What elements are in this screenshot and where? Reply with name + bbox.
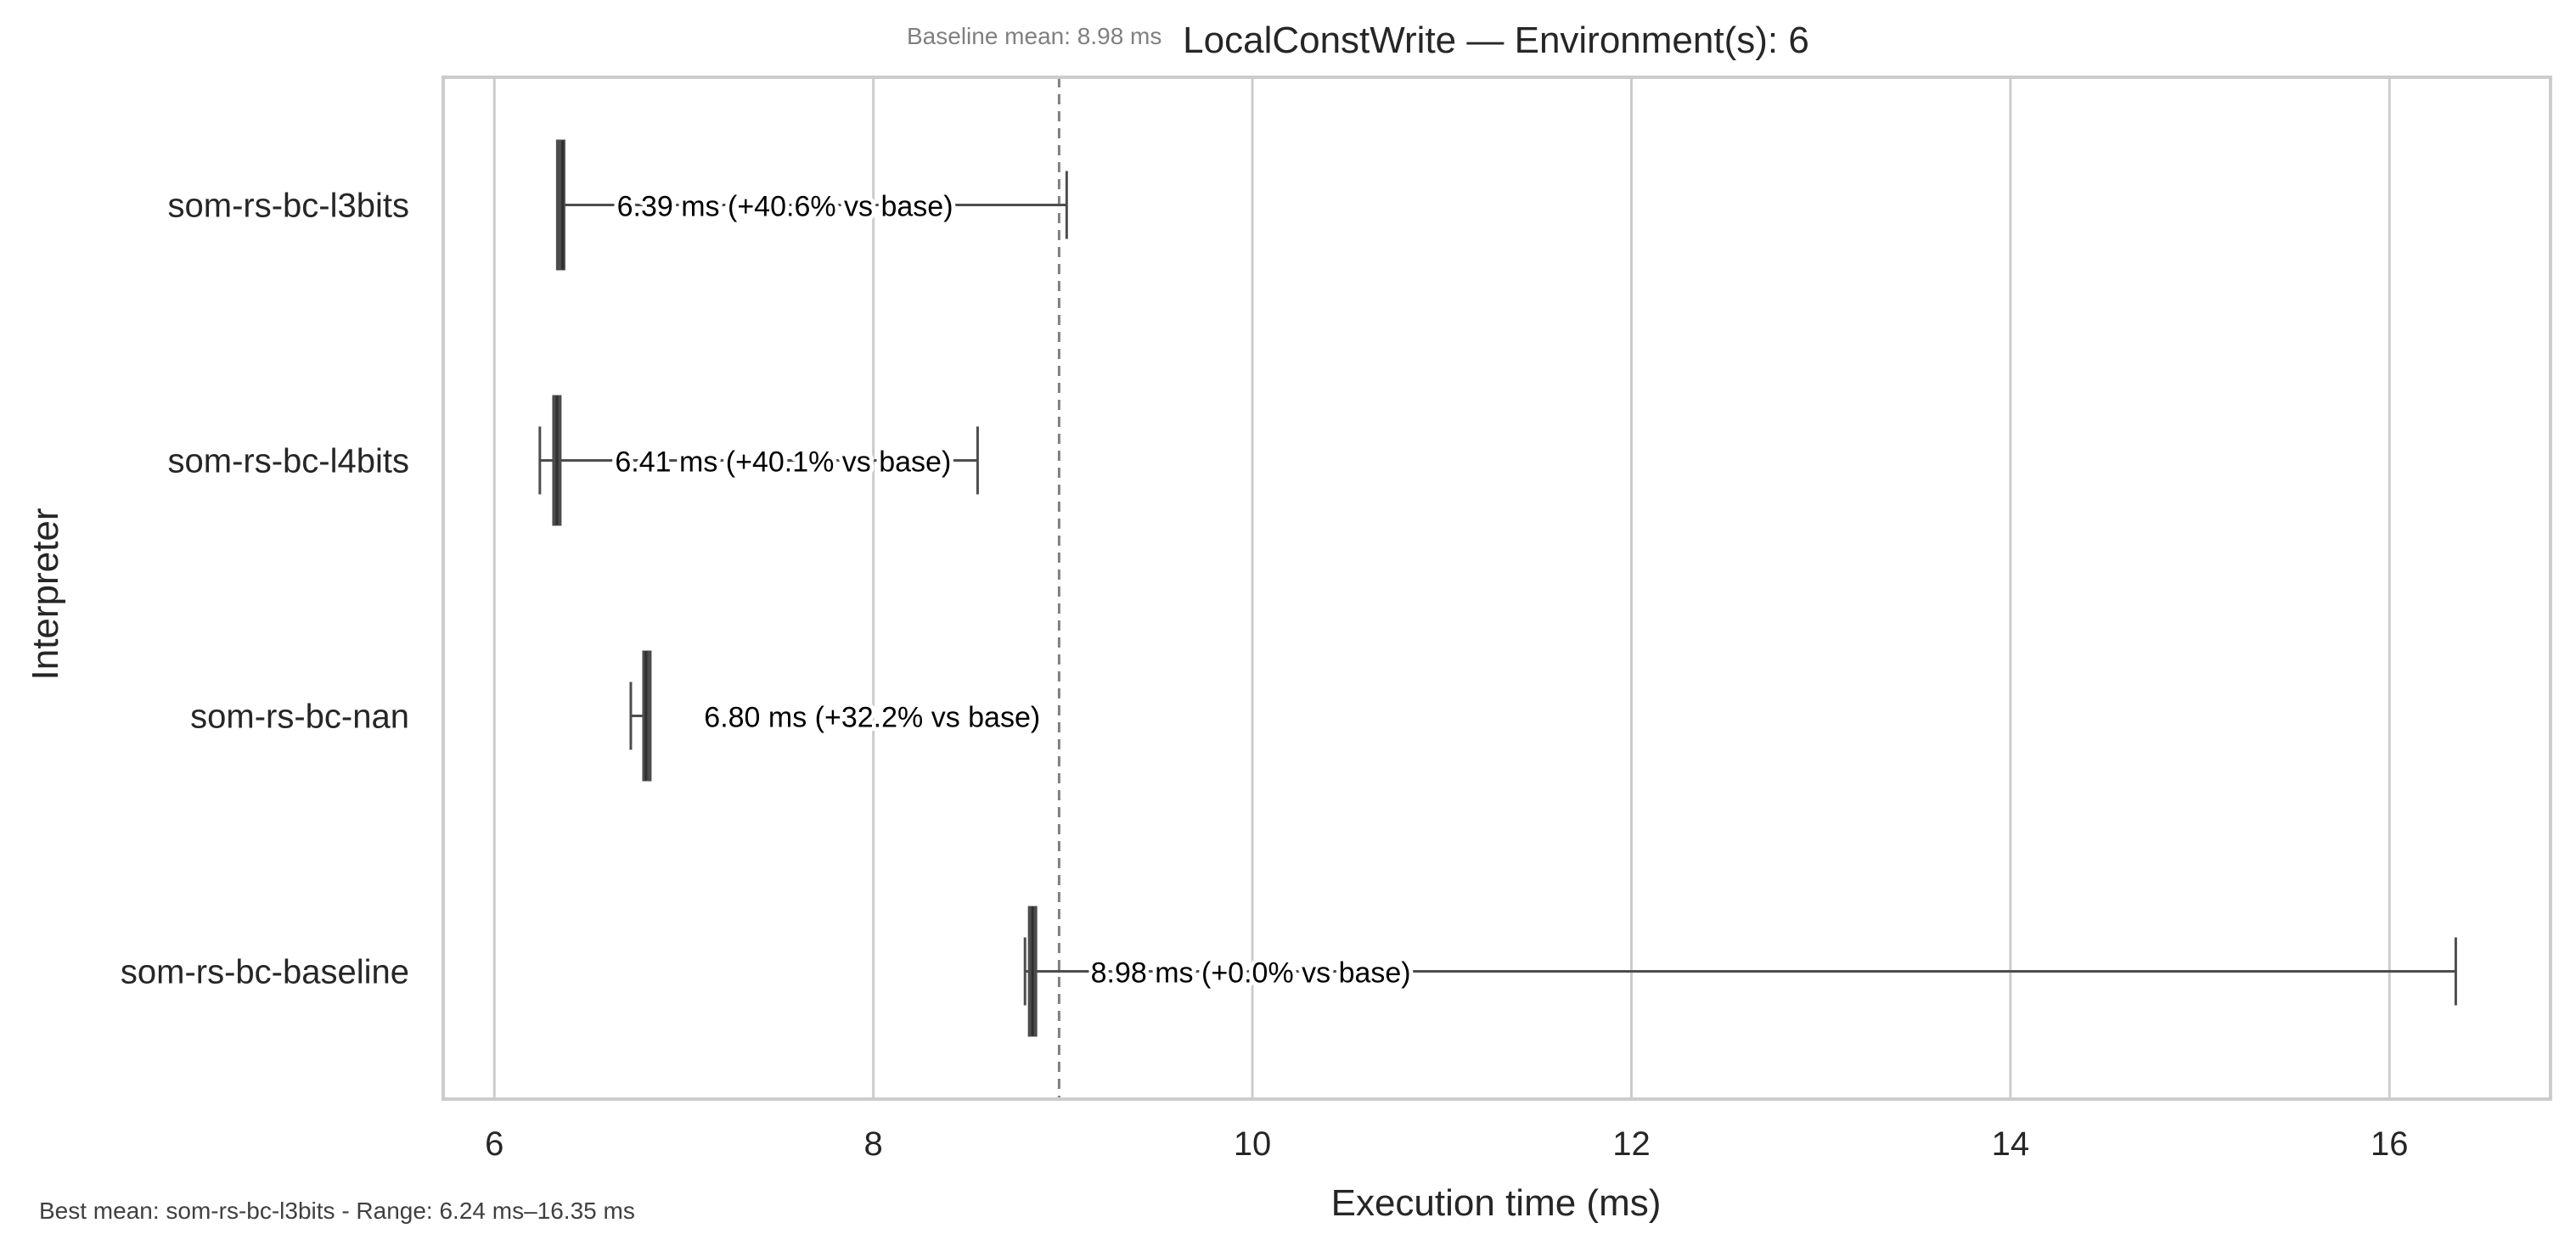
mean-annotation: 8.98 ms (+0.0% vs base): [1091, 957, 1411, 990]
x-tick-label: 10: [1234, 1125, 1272, 1163]
y-tick-label: som-rs-bc-baseline: [121, 954, 409, 991]
box-som-rs-bc-nan: [629, 650, 652, 782]
x-axis-label: Execution time (ms): [1331, 1182, 1662, 1224]
box-som-rs-bc-l3bits: [555, 139, 1068, 271]
plot-frame: [442, 76, 2552, 1101]
mean-annotation: 6.41 ms (+40.1% vs base): [615, 446, 951, 479]
footer-note: Best mean: som-rs-bc-l3bits - Range: 6.2…: [39, 1198, 635, 1224]
box-plot-series: [538, 139, 2457, 1037]
y-tick-label: som-rs-bc-l4bits: [168, 443, 409, 480]
y-tick-label: som-rs-bc-l3bits: [168, 188, 409, 225]
y-tick-label: som-rs-bc-nan: [190, 698, 409, 736]
box-iqr: [555, 139, 565, 271]
chart-title: LocalConstWrite — Environment(s): 6: [1183, 20, 1809, 61]
mean-annotation: 6.39 ms (+40.6% vs base): [617, 191, 953, 223]
data-labels: 6.39 ms (+40.6% vs base) 6.41 ms (+40.1% …: [610, 187, 1415, 994]
x-tick-labels: 6 8 10 12 14 16: [485, 1125, 2408, 1163]
y-axis-label: Interpreter: [25, 508, 66, 681]
x-tick-label: 8: [864, 1125, 883, 1163]
box-som-rs-bc-l4bits: [538, 395, 979, 526]
x-tick-label: 14: [1992, 1125, 2030, 1163]
box-som-rs-bc-baseline: [1023, 906, 2457, 1037]
grid-lines: [492, 77, 2391, 1099]
reference-line-label: Baseline mean: 8.98 ms: [907, 23, 1161, 49]
y-tick-labels: som-rs-bc-l3bits som-rs-bc-l4bits som-rs-b…: [121, 188, 409, 991]
x-tick-label: 12: [1612, 1125, 1651, 1163]
x-tick-label: 16: [2371, 1125, 2409, 1163]
mean-annotation: 6.80 ms (+32.2% vs base): [704, 702, 1040, 734]
x-tick-label: 6: [485, 1125, 503, 1163]
